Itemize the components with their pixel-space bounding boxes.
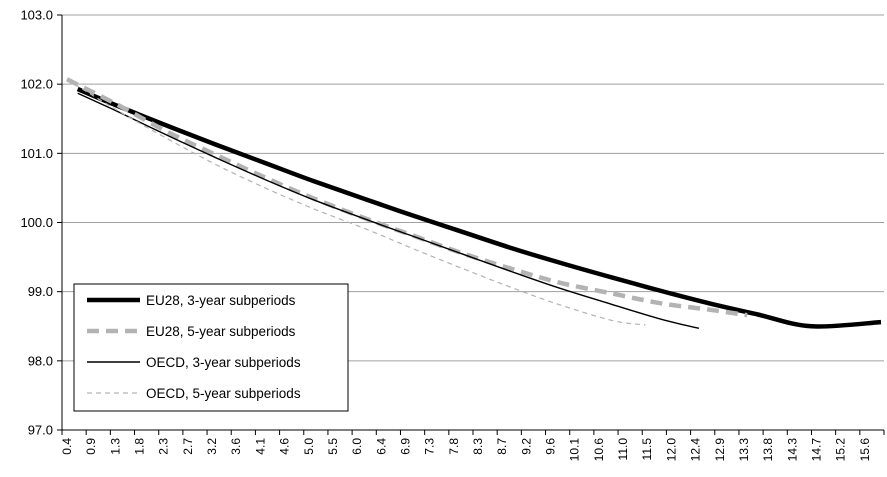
- x-tick-label: 6.0: [350, 438, 364, 455]
- x-tick-label: 0.9: [84, 438, 98, 455]
- x-tick-label: 0.4: [60, 438, 74, 455]
- x-tick-label: 2.3: [157, 438, 171, 455]
- x-tick-label: 13.3: [737, 438, 751, 462]
- y-tick-label: 103.0: [20, 8, 53, 23]
- series-layer: [65, 77, 882, 329]
- x-tick-label: 12.9: [713, 438, 727, 462]
- x-tick-label: 8.7: [495, 438, 509, 455]
- x-tick-label: 5.0: [302, 438, 316, 455]
- x-tick-label: 6.4: [374, 438, 388, 455]
- series-line-2: [65, 77, 748, 318]
- y-tick-label: 100.0: [20, 215, 53, 230]
- legend: EU28, 3-year subperiods EU28, 5-year subp…: [73, 283, 349, 412]
- y-axis-ticks: 97.0 98.0 99.0 100.0 101.0 102.0 103.0: [20, 8, 62, 438]
- series-line-4: [66, 78, 646, 326]
- x-tick-label: 3.6: [229, 438, 243, 455]
- x-tick-label: 11.0: [616, 438, 630, 461]
- x-tick-label: 1.3: [108, 438, 122, 455]
- x-tick-label: 12.0: [664, 438, 678, 462]
- legend-label-1: EU28, 3-year subperiods: [146, 293, 296, 308]
- x-tick-label: 14.3: [785, 438, 799, 462]
- x-tick-label: 14.7: [809, 438, 823, 462]
- x-tick-label: 11.5: [640, 438, 654, 461]
- x-tick-label: 5.5: [326, 438, 340, 455]
- x-tick-label: 13.8: [761, 438, 775, 462]
- x-tick-label: 4.1: [253, 438, 267, 455]
- x-tick-label: 1.8: [133, 438, 147, 455]
- x-tick-label: 6.9: [398, 438, 412, 455]
- x-tick-label: 9.6: [544, 438, 558, 455]
- x-tick-label: 7.3: [423, 438, 437, 455]
- legend-label-2: EU28, 5-year subperiods: [146, 324, 296, 339]
- legend-label-4: OECD, 5-year subperiods: [146, 386, 301, 401]
- y-tick-label: 98.0: [28, 353, 53, 368]
- series-line-1: [76, 86, 882, 329]
- x-tick-label: 4.6: [278, 438, 292, 455]
- y-tick-label: 101.0: [20, 146, 53, 161]
- y-tick-label: 99.0: [28, 284, 53, 299]
- x-tick-label: 10.6: [592, 438, 606, 462]
- x-tick-label: 10.1: [568, 438, 582, 462]
- x-tick-label: 2.7: [181, 438, 195, 455]
- x-tick-label: 8.3: [471, 438, 485, 455]
- x-tick-label: 15.2: [834, 438, 848, 462]
- x-tick-label: 3.2: [205, 438, 219, 455]
- x-tick-label: 12.4: [689, 438, 703, 462]
- series-line-3: [77, 92, 700, 329]
- x-tick-label: 7.8: [447, 438, 461, 455]
- x-axis-ticks: 0.4 0.9 1.3 1.8 2.3 2.7 3.2 3.6 4.1 4.6 5.0 5.5 6.0 6…: [60, 430, 885, 462]
- y-tick-label: 102.0: [20, 77, 53, 92]
- legend-box: [73, 283, 349, 412]
- y-tick-label: 97.0: [28, 423, 53, 438]
- x-tick-label: 9.2: [519, 438, 533, 455]
- legend-label-3: OECD, 3-year subperiods: [146, 355, 301, 370]
- x-tick-label: 15.6: [858, 438, 872, 462]
